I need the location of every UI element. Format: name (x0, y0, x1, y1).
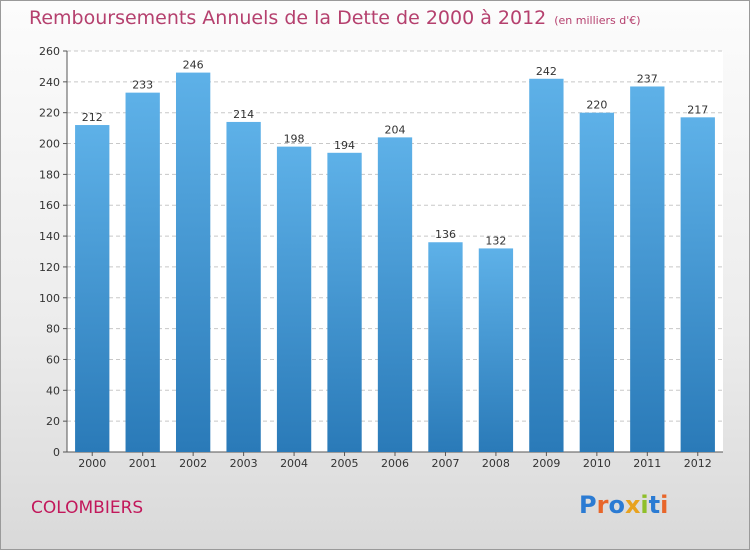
bar-value-label: 246 (183, 59, 204, 72)
y-tick-label: 120 (39, 261, 60, 274)
proxiti-logo: Proxiti (579, 491, 668, 519)
bar-value-label: 220 (586, 99, 607, 112)
logo-letter: x (624, 491, 641, 519)
logo-letter: i (660, 491, 669, 519)
logo-letter: o (608, 491, 625, 519)
y-tick-label: 0 (53, 446, 60, 459)
bar-value-label: 136 (435, 228, 456, 241)
y-tick-label: 220 (39, 107, 60, 120)
bar (276, 146, 312, 452)
x-tick-label: 2008 (482, 457, 510, 470)
bar (529, 78, 564, 452)
logo-letter: r (596, 491, 609, 519)
bar (478, 248, 514, 452)
bar (680, 117, 715, 453)
bar-value-label: 204 (385, 123, 406, 136)
bar-value-label: 233 (132, 79, 153, 92)
x-tick-label: 2010 (583, 457, 611, 470)
x-tick-label: 2004 (280, 457, 308, 470)
y-tick-label: 240 (39, 76, 60, 89)
logo-letter: t (648, 491, 661, 519)
y-tick-label: 80 (46, 323, 60, 336)
bar (175, 72, 211, 452)
bar (579, 112, 615, 452)
y-tick-label: 40 (46, 384, 60, 397)
x-tick-label: 2009 (532, 457, 560, 470)
bar-value-label: 194 (334, 139, 355, 152)
x-tick-label: 2005 (331, 457, 359, 470)
chart-title: Remboursements Annuels de la Dette de 20… (29, 7, 641, 29)
bar (630, 86, 665, 452)
bar (377, 137, 413, 452)
city-name: COLOMBIERS (31, 498, 144, 518)
y-tick-label: 20 (46, 415, 60, 428)
x-tick-label: 2003 (230, 457, 258, 470)
chart-title-main: Remboursements Annuels de la Dette de 20… (29, 7, 547, 29)
y-tick-label: 200 (39, 138, 60, 151)
x-tick-label: 2011 (633, 457, 661, 470)
bar-value-label: 217 (687, 103, 708, 116)
bar (125, 92, 160, 453)
x-tick-label: 2001 (129, 457, 157, 470)
x-tick-label: 2012 (684, 457, 712, 470)
logo-letter: P (579, 491, 597, 519)
y-tick-label: 160 (39, 199, 60, 212)
y-tick-label: 260 (39, 45, 60, 58)
bar (75, 125, 110, 453)
bar-value-label: 242 (536, 65, 557, 78)
x-tick-label: 2002 (179, 457, 207, 470)
x-tick-label: 2007 (431, 457, 459, 470)
bar-value-label: 132 (485, 234, 506, 247)
bar-value-label: 198 (284, 133, 305, 146)
y-tick-label: 180 (39, 168, 60, 181)
y-tick-label: 140 (39, 230, 60, 243)
bar (226, 121, 261, 452)
bar (327, 152, 362, 453)
x-tick-label: 2006 (381, 457, 409, 470)
chart-unit-note: (en milliers d'€) (554, 14, 641, 27)
bar-value-label: 212 (82, 111, 103, 124)
logo-letter: i (640, 491, 649, 519)
bar-value-label: 214 (233, 108, 254, 121)
y-tick-label: 100 (39, 292, 60, 305)
bar-value-label: 237 (637, 72, 658, 85)
bar (428, 242, 463, 452)
x-tick-label: 2000 (78, 457, 106, 470)
y-tick-label: 60 (46, 353, 60, 366)
